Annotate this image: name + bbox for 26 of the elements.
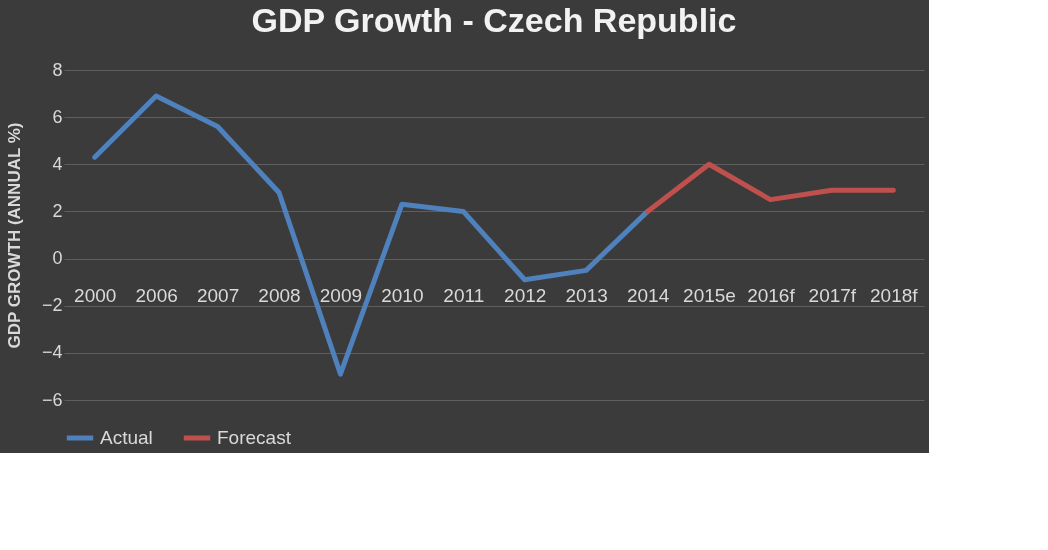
x-tick-label: 2007 [196,285,240,307]
y-tick-label: 6 [52,106,63,127]
legend-label: Forecast [217,427,292,448]
x-tick-label: 2000 [74,285,117,307]
x-tick-label: 2006 [135,285,178,307]
x-tick-label: 2013 [565,285,608,307]
x-tick-label: 2012 [504,285,547,307]
x-tick-label: 2017f [808,285,857,307]
x-tick-label: 2008 [258,285,301,307]
y-axis-title: GDP GROWTH (ANNUAL %) [4,122,24,349]
x-tick-label: 2015e [683,285,736,307]
x-tick-label: 2016f [747,285,796,307]
y-tick-label: −4 [41,342,63,363]
x-tick-label: 2010 [381,285,424,307]
x-tick-label: 2018f [870,285,919,307]
x-tick-label: 2014 [626,285,670,307]
legend-label: Actual [100,427,153,448]
chart-title: GDP Growth - Czech Republic [251,1,737,39]
y-tick-label: 4 [52,153,63,174]
y-tick-label: 0 [52,248,63,269]
x-tick-label: 2009 [319,285,363,307]
y-tick-label: 8 [52,59,63,80]
x-tick-label: 2011 [443,285,485,307]
y-tick-label: −6 [41,389,63,410]
y-tick-label: −2 [41,295,63,316]
y-tick-label: 2 [52,200,63,221]
